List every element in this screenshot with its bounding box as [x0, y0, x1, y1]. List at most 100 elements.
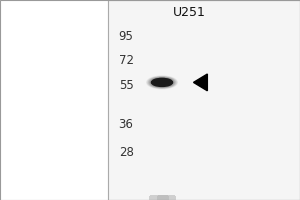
Bar — [150, 197, 174, 199]
Bar — [150, 196, 174, 198]
Bar — [158, 197, 166, 199]
Bar — [150, 196, 174, 198]
Bar — [158, 196, 166, 198]
Bar — [158, 198, 166, 200]
Bar — [150, 197, 174, 199]
Bar — [150, 198, 174, 200]
Bar — [158, 196, 166, 198]
Ellipse shape — [149, 77, 175, 88]
Bar — [158, 196, 166, 198]
Text: 36: 36 — [118, 117, 134, 130]
Bar — [150, 197, 174, 199]
Bar — [158, 198, 166, 200]
Bar — [150, 197, 174, 199]
Bar — [158, 197, 166, 199]
Bar — [150, 198, 174, 200]
Bar — [150, 196, 174, 198]
Bar — [150, 196, 174, 198]
Bar — [150, 197, 174, 199]
Bar — [150, 197, 174, 199]
Bar — [158, 197, 166, 199]
Bar — [158, 197, 166, 199]
Bar — [150, 198, 174, 200]
Bar — [158, 198, 166, 200]
Bar — [158, 196, 166, 198]
Bar — [150, 198, 174, 200]
Bar — [158, 198, 166, 200]
Bar — [158, 197, 166, 199]
Bar — [150, 197, 174, 199]
Text: U251: U251 — [172, 5, 206, 19]
Bar — [150, 196, 174, 198]
Bar — [158, 196, 166, 198]
Bar — [150, 197, 174, 199]
Bar — [158, 197, 166, 199]
Bar — [150, 198, 174, 200]
Bar — [158, 198, 166, 200]
Bar — [158, 198, 166, 200]
Bar — [158, 197, 166, 199]
Bar — [158, 198, 166, 200]
Bar — [150, 197, 174, 199]
Bar — [150, 198, 174, 200]
Bar — [158, 197, 166, 199]
Bar — [150, 196, 174, 198]
Bar — [158, 196, 166, 198]
Ellipse shape — [152, 78, 172, 86]
Bar — [158, 197, 166, 199]
Bar — [150, 197, 174, 199]
Bar — [150, 198, 174, 200]
Bar — [158, 197, 166, 199]
Bar — [158, 198, 166, 200]
Bar — [150, 197, 174, 199]
Bar — [150, 197, 174, 199]
Bar — [158, 196, 166, 198]
Bar — [158, 197, 166, 199]
Bar — [158, 198, 166, 200]
Bar — [158, 196, 166, 198]
Bar — [158, 197, 166, 199]
Bar — [158, 196, 166, 198]
Bar — [150, 196, 174, 198]
Bar — [150, 197, 174, 199]
Bar — [150, 197, 174, 199]
Bar — [150, 197, 174, 199]
Bar — [158, 197, 166, 199]
Bar — [108, 0, 300, 200]
Bar — [150, 197, 174, 199]
Bar — [150, 196, 174, 198]
Bar — [150, 196, 174, 198]
Bar — [150, 197, 174, 199]
Bar — [150, 196, 174, 198]
Bar — [150, 197, 174, 199]
Bar — [150, 197, 174, 199]
Bar — [150, 197, 174, 199]
Text: 72: 72 — [118, 53, 134, 66]
Bar — [158, 197, 166, 199]
Bar — [150, 198, 174, 200]
Bar — [158, 197, 166, 199]
Bar — [150, 197, 174, 199]
Bar — [158, 197, 166, 199]
Bar — [158, 196, 166, 198]
Bar — [150, 196, 174, 198]
Bar — [150, 198, 174, 200]
Bar — [158, 198, 166, 200]
Bar — [150, 196, 174, 198]
Bar — [150, 198, 174, 200]
Bar — [158, 196, 166, 198]
Bar — [158, 197, 166, 199]
Bar — [150, 197, 174, 199]
Bar — [158, 197, 166, 199]
Bar — [158, 198, 166, 200]
Bar — [150, 196, 174, 198]
Bar — [158, 196, 166, 198]
Bar — [158, 197, 166, 199]
Bar — [158, 197, 166, 199]
Ellipse shape — [150, 78, 174, 87]
Bar — [158, 196, 166, 198]
Bar — [150, 197, 174, 199]
Bar — [158, 197, 166, 199]
Bar — [158, 196, 166, 198]
Bar — [150, 198, 174, 200]
